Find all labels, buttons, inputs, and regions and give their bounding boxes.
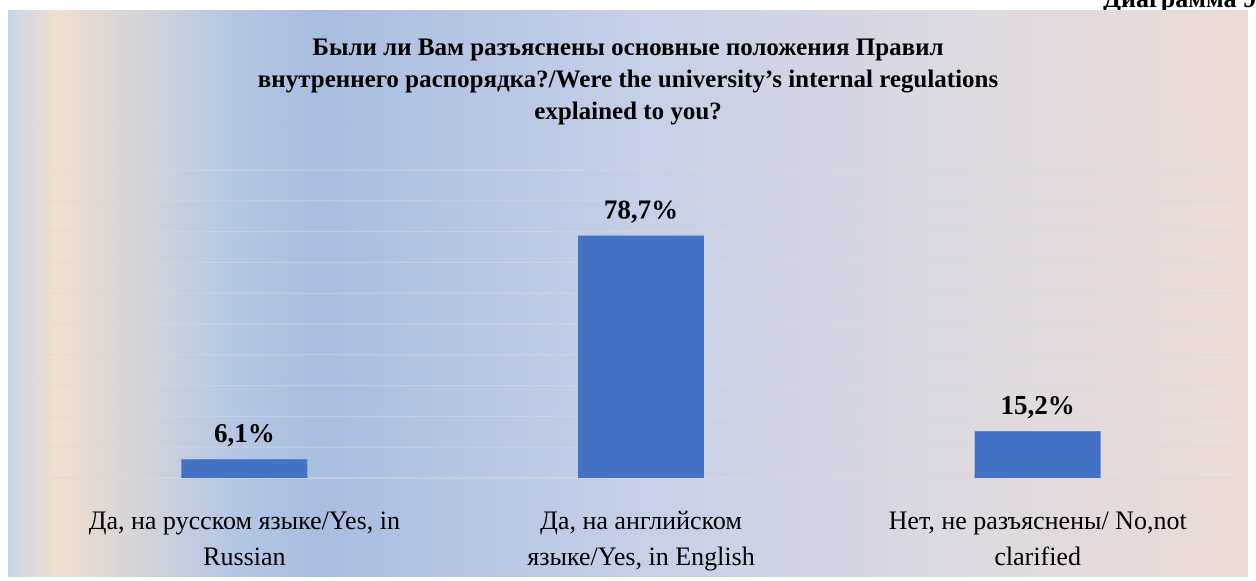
x-tick-label: Да, на английском [540,506,742,535]
chart-title: Были ли Вам разъяснены основные положени… [8,32,1248,128]
chart-area: Были ли Вам разъяснены основные положени… [8,10,1248,577]
x-tick-label: Да, на русском языке/Yes, in [89,506,400,535]
data-label: 6,1% [214,418,275,448]
bar [974,431,1101,478]
x-tick-label: clarified [994,542,1081,571]
data-label: 15,2% [1001,390,1075,420]
data-label: 78,7% [604,195,678,225]
chart-title-line-3: explained to you? [534,98,722,125]
chart-title-line-1: Были ли Вам разъяснены основные положени… [312,34,944,61]
figure-number-label: Диаграмма 9 [1103,0,1256,14]
bar-plot: 6,1% Да, на русском языке/Yes, in Russian 7… [46,169,1236,571]
x-tick-label: языке/Yes, in English [527,542,754,571]
x-tick-label: Russian [203,542,285,571]
bar [578,235,704,478]
chart-title-line-2: внутреннего распорядка?/Were the univers… [257,66,999,93]
x-tick-label: Нет, не разъяснены/ No,not [889,506,1188,535]
bar [181,459,308,478]
